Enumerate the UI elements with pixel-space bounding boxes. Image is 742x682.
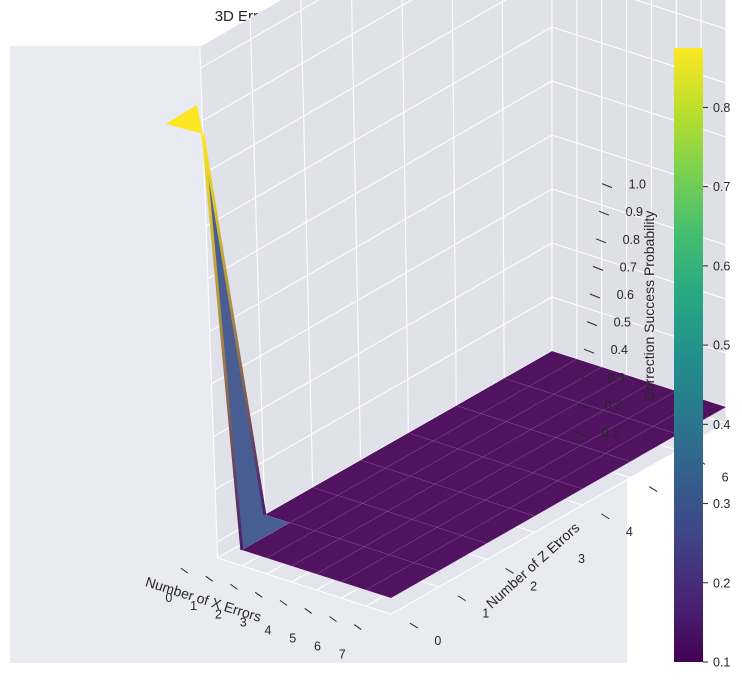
z-tick-mark: [586, 321, 598, 327]
x-tick-label: 3: [240, 615, 247, 629]
x-tick-label: 2: [215, 607, 222, 621]
left-grid-z: [202, 0, 413, 122]
colorbar-tick-label: 0.4: [713, 418, 730, 432]
y-tick-label: 3: [578, 552, 585, 566]
left-grid-z: [209, 134, 553, 332]
x-tick-label: 0: [165, 591, 172, 605]
x-tick-label: 7: [339, 648, 346, 662]
z-tick-label: 1.0: [629, 178, 646, 192]
left-grid-z: [207, 80, 553, 280]
y-tick-mark: [505, 568, 514, 574]
y-tick-mark: [457, 595, 466, 602]
left-grid-z: [214, 296, 553, 490]
y-tick-label: 1: [482, 607, 489, 621]
left-grid-y: [351, 0, 362, 477]
z-tick-label: 0.1: [602, 426, 619, 440]
left-grid-z: [200, 0, 320, 69]
z-tick-mark: [574, 431, 586, 437]
y-tick-mark: [409, 622, 419, 629]
y-tick-label: 4: [626, 525, 633, 539]
x-tick-mark: [254, 591, 263, 598]
x-tick-mark: [353, 624, 362, 630]
colorbar-tick-label: 0.6: [713, 259, 730, 273]
left-grid-y: [249, 17, 266, 531]
surface-mesh: [165, 104, 727, 599]
y-tick-mark: [601, 513, 610, 520]
z-tick-mark: [592, 265, 604, 271]
x-tick-label: 6: [314, 640, 321, 654]
x-tick-mark: [304, 608, 313, 614]
colorbar-ticks: 0.1 0.2 0.3 0.4 0.5 0.6 0.7 0.8: [703, 101, 730, 670]
x-tick-label: 4: [264, 623, 271, 637]
back-grid-z: [634, 0, 727, 30]
x-tick-mark: [279, 599, 288, 606]
left-grid-y: [401, 0, 410, 449]
left-grid-z: [211, 188, 553, 385]
surface-face: [413, 535, 488, 571]
z-tick-mark: [598, 210, 610, 216]
colorbar-gradient: [674, 48, 703, 662]
z-tick-label: 0.5: [614, 316, 631, 330]
left-pane: [199, 0, 552, 558]
z-tick-label: 0.2: [605, 398, 622, 412]
ridge-edge: [201, 133, 244, 551]
x-tick-label: 1: [190, 599, 197, 613]
z-tick-mark: [580, 376, 592, 382]
z-tick-mark: [583, 348, 595, 354]
left-grid-z: [203, 0, 507, 174]
x-tick-mark: [205, 575, 213, 582]
colorbar-tick-label: 0.1: [713, 656, 730, 670]
left-grid-z: [213, 242, 553, 438]
colorbar-tick-label: 0.5: [713, 339, 730, 353]
floor-grid-x: [390, 422, 727, 615]
z-tick-mark: [601, 183, 613, 189]
left-grid-y: [451, 0, 457, 422]
left-grid-y: [501, 0, 505, 395]
z-tick-label: 0.7: [620, 260, 637, 274]
y-tick-label: 6: [722, 470, 729, 484]
left-grid-z: [205, 26, 553, 227]
x-tick-mark: [180, 567, 189, 574]
z-tick-label: 0.6: [617, 288, 634, 302]
z-tick-mark: [589, 293, 601, 299]
z-axis-label: Correction Success Probability: [641, 211, 657, 402]
surface-face: [461, 507, 536, 544]
colorbar-tick-label: 0.3: [713, 497, 730, 511]
y-tick-mark: [648, 486, 658, 493]
x-tick-label: 5: [289, 631, 296, 645]
surface-face: [365, 562, 440, 599]
left-grid-y: [199, 46, 219, 558]
x-tick-mark: [329, 616, 337, 622]
y-tick-label: 0: [434, 634, 441, 648]
z-tick-mark: [577, 403, 589, 409]
colorbar-tick-label: 0.2: [713, 576, 730, 590]
z-tick-mark: [595, 238, 607, 244]
colorbar-tick-label: 0.7: [713, 180, 730, 194]
colorbar-tick-label: 0.8: [713, 101, 730, 115]
z-tick-label: 0.4: [611, 343, 628, 357]
z-tick-label: 0.3: [608, 371, 625, 385]
y-tick-label: 2: [530, 579, 537, 593]
left-grid-y: [300, 0, 314, 504]
floor-grid-y: [217, 557, 392, 615]
z-tick-label: 0.8: [623, 233, 640, 247]
y-tick-mark: [553, 540, 562, 547]
surface-peak: [165, 104, 203, 134]
x-tick-mark: [230, 583, 238, 590]
ridge-edge: [201, 133, 267, 515]
z-tick-label: 0.9: [626, 205, 643, 219]
